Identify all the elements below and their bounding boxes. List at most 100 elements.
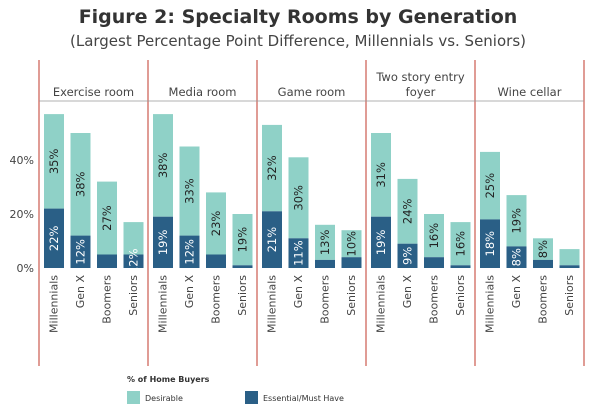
bar-essential (559, 265, 580, 268)
panel: Media room 38% 19% Millennials 33% 12% Gen X 23… (148, 85, 257, 333)
bar-essential (480, 219, 500, 268)
desirable-label: 19% (510, 208, 524, 234)
bar-essential (288, 238, 309, 268)
bar-essential (397, 243, 418, 268)
desirable-label: 31% (374, 162, 388, 188)
panel-title: foyer (406, 85, 436, 99)
legend-swatch-essential (245, 391, 258, 404)
y-axis: 0% 20% 40% (10, 154, 34, 275)
category-label: Millennials (157, 275, 170, 333)
desirable-label: 16% (427, 223, 441, 249)
essential-label: 19% (374, 229, 388, 255)
bar-essential (70, 235, 91, 268)
bar-desirable (44, 114, 64, 209)
bar-essential (450, 265, 471, 268)
essential-label: 18% (483, 231, 497, 257)
desirable-label: 30% (292, 185, 306, 211)
category-label: Seniors (127, 275, 140, 316)
category-label: Boomers (210, 275, 223, 324)
bar-desirable (397, 178, 418, 244)
category-label: Gen X (292, 275, 305, 309)
bar-desirable (206, 192, 226, 255)
category-label: Millennials (48, 275, 61, 333)
bar-desirable (288, 157, 309, 239)
panel-title: Exercise room (53, 85, 134, 99)
bar-essential (424, 257, 444, 268)
essential-label: 12% (127, 248, 141, 274)
bar-essential (371, 216, 391, 268)
y-tick-label: 40% (10, 154, 34, 167)
bar-essential (179, 235, 200, 268)
bar-essential (262, 211, 282, 268)
category-label: Gen X (183, 275, 196, 309)
y-tick-label: 20% (10, 208, 34, 221)
category-label: Gen X (510, 275, 523, 309)
bar-essential (153, 216, 173, 268)
category-label: Boomers (319, 275, 332, 324)
essential-label: 19% (156, 229, 170, 255)
bar-desirable (371, 133, 391, 217)
desirable-label: 8% (536, 240, 550, 258)
panel: Game room 32% 21% Millennials 30% 11% Gen X 13%… (257, 85, 366, 333)
bar-desirable (315, 224, 335, 260)
desirable-label: 38% (74, 171, 88, 197)
bar-desirable (97, 181, 117, 255)
legend-title: % of Home Buyers (127, 375, 210, 384)
bar-essential (533, 259, 553, 268)
category-label: Millennials (266, 275, 279, 333)
y-tick-label: 0% (17, 262, 34, 275)
essential-label: 8% (510, 248, 524, 266)
category-label: Seniors (454, 275, 467, 316)
desirable-label: 33% (183, 178, 197, 204)
desirable-label: 24% (401, 198, 415, 224)
bar-essential (44, 208, 64, 268)
essential-label: 9% (401, 247, 415, 265)
desirable-label: 10% (345, 231, 359, 257)
bar-desirable (123, 222, 144, 255)
desirable-label: 38% (156, 153, 170, 179)
bar-desirable (153, 114, 173, 217)
legend: % of Home Buyers Desirable Essential/Must … (127, 375, 344, 404)
panel-title: Media room (169, 85, 237, 99)
desirable-label: 32% (265, 155, 279, 181)
bar-essential (232, 265, 253, 268)
essential-label: 12% (74, 239, 88, 265)
bar-desirable (179, 146, 200, 236)
bar-desirable (480, 151, 500, 220)
chart-title: Figure 2: Specialty Rooms by Generation (79, 6, 518, 28)
category-label: Millennials (375, 275, 388, 333)
desirable-label: 27% (100, 205, 114, 231)
essential-label: 11% (292, 240, 306, 266)
desirable-label: 35% (47, 148, 61, 174)
desirable-label: 23% (209, 211, 223, 237)
bar-desirable (533, 238, 553, 260)
desirable-label: 13% (318, 229, 332, 255)
bar-desirable (262, 124, 282, 212)
panel-title: Wine cellar (498, 85, 562, 99)
bar-desirable (232, 214, 253, 266)
bar-essential (506, 246, 527, 268)
bar-desirable (341, 230, 362, 258)
bar-essential (123, 254, 144, 268)
bar-desirable (424, 214, 444, 258)
bar-desirable (506, 195, 527, 247)
category-label: Millennials (484, 275, 497, 333)
desirable-label: 19% (236, 227, 250, 253)
panel: Exercise room 35% 22% Millennials 38% 12% Gen … (39, 85, 148, 333)
category-label: Seniors (345, 275, 358, 316)
legend-label-desirable: Desirable (145, 394, 183, 403)
category-label: Boomers (428, 275, 441, 324)
bar-desirable (70, 133, 91, 236)
category-label: Gen X (74, 275, 87, 309)
panel-title: Game room (278, 85, 346, 99)
bar-essential (97, 254, 117, 268)
desirable-label: 16% (454, 231, 468, 257)
essential-label: 12% (183, 239, 197, 265)
bar-desirable (559, 249, 580, 266)
category-label: Gen X (401, 275, 414, 309)
essential-label: 21% (265, 227, 279, 253)
category-label: Seniors (236, 275, 249, 316)
chart-subtitle: (Largest Percentage Point Difference, Mi… (70, 32, 526, 50)
